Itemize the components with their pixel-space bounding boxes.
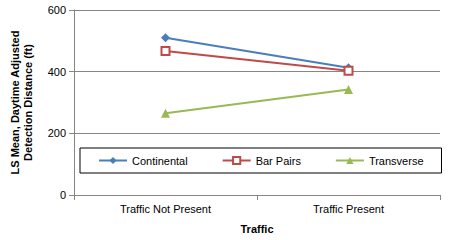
svg-text:Traffic Not Present: Traffic Not Present	[120, 203, 211, 215]
svg-text:0: 0	[60, 189, 66, 201]
svg-text:Traffic Present: Traffic Present	[313, 203, 384, 215]
svg-text:Continental: Continental	[132, 155, 188, 167]
svg-text:400: 400	[48, 66, 66, 78]
svg-text:Traffic: Traffic	[240, 223, 273, 235]
svg-text:Detection Distance (ft): Detection Distance (ft)	[22, 44, 34, 161]
svg-text:Transverse: Transverse	[369, 155, 424, 167]
svg-text:600: 600	[48, 4, 66, 16]
svg-text:LS Mean, Daytime Adjusted: LS Mean, Daytime Adjusted	[9, 31, 21, 175]
svg-text:200: 200	[48, 127, 66, 139]
svg-text:Bar Pairs: Bar Pairs	[256, 155, 302, 167]
